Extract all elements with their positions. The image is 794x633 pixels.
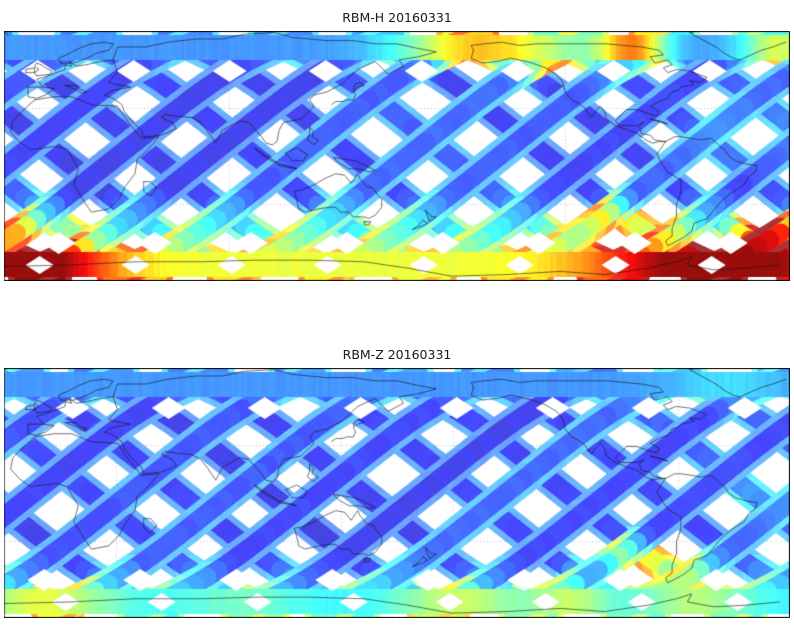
plot-title-rbm-h: RBM-H 20160331 <box>342 10 452 25</box>
plot-title-rbm-z: RBM-Z 20160331 <box>342 347 452 362</box>
plot-rbm-h: RBM-H 20160331 <box>4 6 790 281</box>
rbm-z-map-canvas <box>4 368 790 618</box>
rbm-h-map-canvas <box>4 31 790 281</box>
plot-rbm-z: RBM-Z 20160331 <box>4 343 790 618</box>
